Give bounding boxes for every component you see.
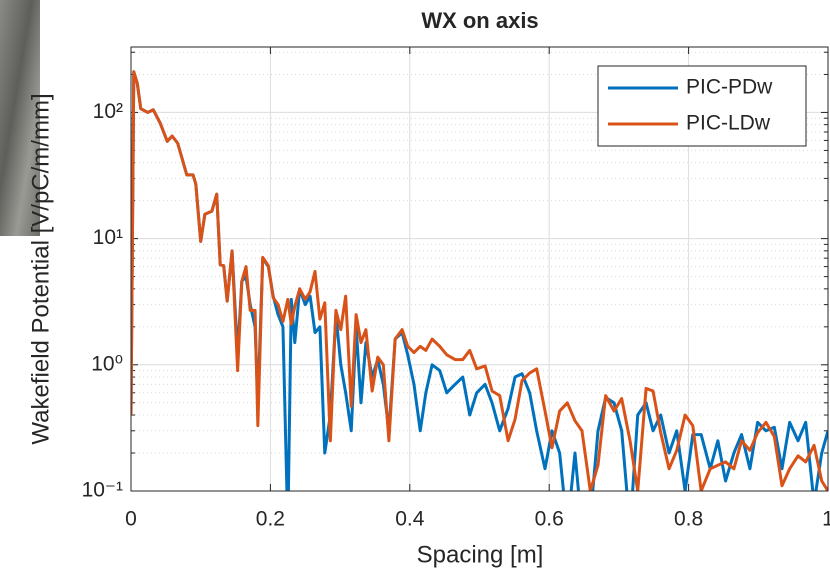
x-tick-label: 0.6: [535, 508, 564, 531]
legend-box: [597, 65, 807, 147]
y-tick-label: 10⁰: [91, 352, 123, 375]
y-tick-label: 10¹: [93, 226, 123, 249]
x-tick-label: 0: [125, 508, 137, 531]
x-axis-label: Spacing [m]: [417, 541, 544, 568]
y-tick-label: 10⁻¹: [82, 479, 123, 502]
photo-strip: [0, 0, 40, 236]
y-tick-label: 10²: [93, 100, 123, 123]
legend-label: PIC-LDw: [686, 112, 771, 135]
y-axis-label: Wakefield Potential [V/pC/m/mm]: [27, 93, 54, 444]
chart-title: WX on axis: [421, 8, 538, 33]
series-line: [131, 70, 828, 491]
x-tick-label: 0.8: [674, 508, 703, 531]
x-tick-label: 0.2: [256, 508, 285, 531]
legend-label: PIC-PDw: [686, 76, 773, 99]
x-tick-label: 0.4: [395, 508, 425, 531]
axes-box: [130, 46, 829, 492]
x-tick-label: 1: [822, 508, 830, 531]
plot-lines: [131, 70, 828, 491]
